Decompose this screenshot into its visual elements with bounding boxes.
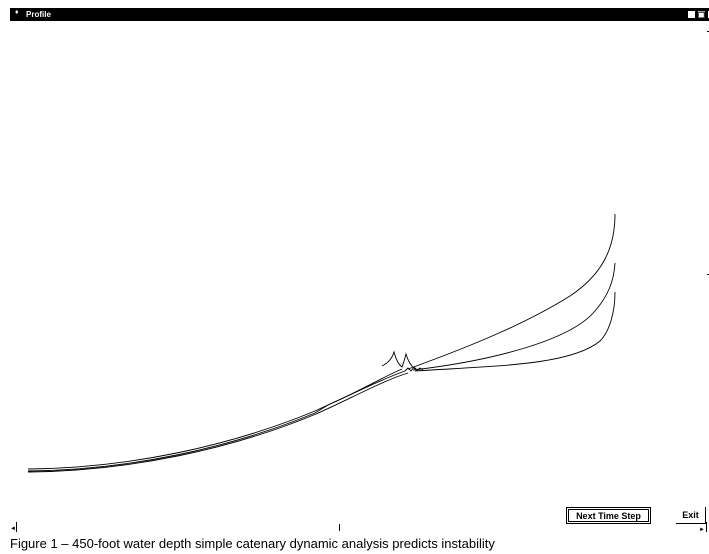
catenary-curve-lower-1 — [27, 368, 403, 470]
minimize-button[interactable]: _ — [687, 10, 696, 20]
catenary-curve-lower-2 — [27, 370, 406, 472]
figure-caption: Figure 1 – 450-foot water depth simple c… — [10, 536, 495, 551]
window-titlebar[interactable]: ♦ Profile _ ❐ — [10, 8, 709, 21]
exit-button[interactable]: Exit — [676, 507, 706, 524]
scroll-left-arrow[interactable]: ◄ — [10, 526, 16, 532]
catenary-curve-upper-3 — [414, 291, 616, 372]
axis-tick — [707, 31, 709, 32]
restore-button[interactable]: ❐ — [697, 10, 706, 20]
profile-plot — [27, 213, 616, 473]
catenary-curve-lower-3 — [27, 372, 409, 473]
next-time-step-label: Next Time Step — [568, 509, 649, 522]
close-button[interactable] — [707, 10, 709, 19]
catenary-curve-upper-1 — [407, 213, 616, 370]
app-icon[interactable]: ♦ — [15, 9, 19, 16]
scrollbar-thumb[interactable] — [339, 524, 340, 531]
instability-cusp — [381, 350, 416, 370]
catenary-curve-upper-2 — [412, 262, 616, 371]
scroll-right-arrow[interactable]: ► — [699, 527, 705, 533]
next-time-step-button[interactable]: Next Time Step — [566, 507, 651, 524]
axis-tick — [707, 274, 709, 275]
window-title: Profile — [26, 10, 51, 19]
scrollbar-track-left — [16, 522, 17, 532]
scrollbar-track-right — [706, 522, 707, 532]
